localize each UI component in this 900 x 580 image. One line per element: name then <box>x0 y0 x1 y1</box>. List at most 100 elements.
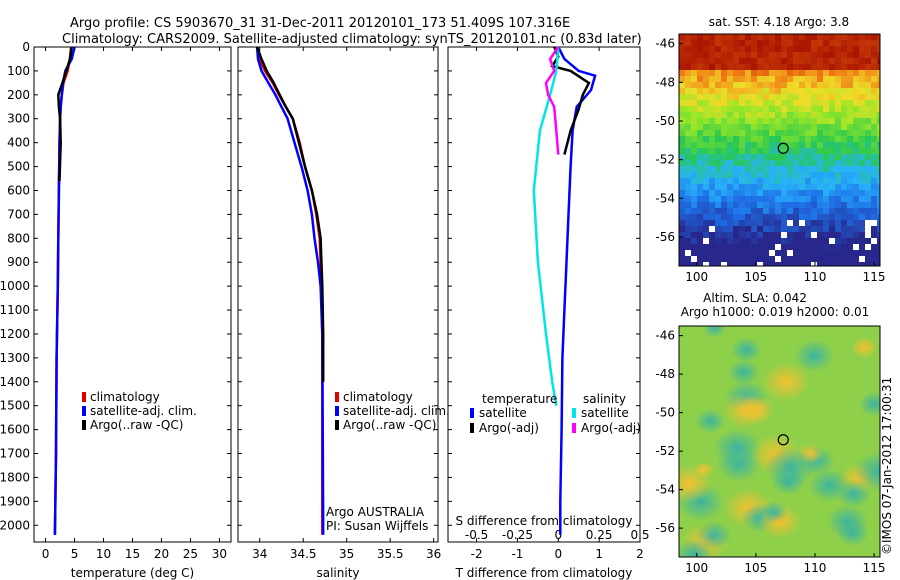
map-frame <box>678 33 881 267</box>
x-tick-label: 1 <box>595 547 603 561</box>
y-tick-label: 100 <box>7 64 30 78</box>
map-y-tick-label: -50 <box>655 114 675 128</box>
legend-label: Argo(-adj) <box>581 421 641 435</box>
profile-panel-salinity: 34 34.5 35 35.5 36 salinity climatologysatelli… <box>237 46 450 580</box>
legend-swatch <box>335 420 339 430</box>
x-tick-label: 25 <box>183 547 198 561</box>
map-x-tick-label: 115 <box>863 561 886 575</box>
x-tick-label: 35 <box>339 547 354 561</box>
sst-map-title: sat. SST: 4.18 Argo: 3.8 <box>709 15 849 29</box>
y-tick-label: 1000 <box>0 279 30 293</box>
series-difference-3 <box>544 46 560 155</box>
map-y-tick-label: -54 <box>655 483 675 497</box>
y-tick-label: 1800 <box>0 470 30 484</box>
y-tick-label: 1200 <box>0 327 30 341</box>
series-difference-2 <box>532 46 560 406</box>
series-salinity-1 <box>255 46 325 535</box>
panels-layer: 0100200300400500600700800900100011001200… <box>0 40 650 580</box>
sla-anomaly <box>858 391 880 417</box>
legend-label: Argo(-adj) <box>479 421 539 435</box>
x-tick-label: 0 <box>554 547 562 561</box>
sla-anomaly <box>730 337 762 363</box>
y-tick-label: 400 <box>7 136 30 150</box>
x-tick-label: 2 <box>636 547 644 561</box>
sla-anomaly <box>738 395 775 425</box>
x-tick-label: 34.5 <box>290 547 317 561</box>
sla-anomaly <box>727 359 760 385</box>
y-tick-label: 1700 <box>0 447 30 461</box>
map-x-tick-label: 105 <box>744 270 767 284</box>
map-y-tick-label: -52 <box>655 444 675 458</box>
legend-label: Argo(..raw -QC) <box>90 418 183 432</box>
map-sla-map: -46 -48 -50 -52 -54 -56 100 105 110 115 Altim. SLA… <box>655 291 886 575</box>
y-tick-label: 1900 <box>0 494 30 508</box>
legend-title: salinity <box>583 392 626 406</box>
sla-anomaly <box>679 538 714 557</box>
y-tick-label: 1600 <box>0 423 30 437</box>
y-tick-label: 0 <box>22 40 30 54</box>
map-y-tick-label: -48 <box>655 367 675 381</box>
map-field <box>679 34 880 266</box>
map-x-tick-label: 110 <box>804 561 827 575</box>
y-tick-label: 2000 <box>0 518 30 532</box>
x-tick-label: 34 <box>252 547 267 561</box>
x-tick-label: 36 <box>426 547 441 561</box>
x-tick-label: 35.5 <box>377 547 404 561</box>
annotation-float-origin: Argo AUSTRALIA <box>326 505 425 519</box>
x-axis-label: T difference from climatology <box>455 566 633 580</box>
sla-anomaly <box>794 339 835 372</box>
legend-swatch <box>82 392 86 402</box>
sla-anomaly <box>836 480 872 509</box>
map-x-tick-label: 100 <box>685 561 708 575</box>
map-x-tick-label: 105 <box>744 561 767 575</box>
x-tick-label: 10 <box>96 547 111 561</box>
y-tick-label: 200 <box>7 88 30 102</box>
y-tick-label: 800 <box>7 231 30 245</box>
s-axis-label: S difference from climatology <box>456 514 633 528</box>
map-frame <box>678 325 881 558</box>
s-tick-label: 0.25 <box>586 528 613 542</box>
x-tick-label: 20 <box>154 547 169 561</box>
map-y-tick-label: -52 <box>655 153 675 167</box>
sla-anomaly <box>713 428 761 467</box>
s-tick-label: 0 <box>554 528 562 542</box>
sla-anomaly <box>694 408 726 434</box>
map-sst-map: -46 -48 -50 -52 -54 -56 100 105 110 115 sat. SST: … <box>655 15 885 284</box>
legend-label: satellite-adj. clim. <box>90 404 197 418</box>
legend-swatch <box>572 408 576 418</box>
x-tick-label: -2 <box>471 547 483 561</box>
series-salinity-2 <box>255 46 325 382</box>
legend-label: Argo(..raw -QC) <box>343 418 436 432</box>
map-x-tick-label: 100 <box>685 270 708 284</box>
map-x-tick-label: 110 <box>804 270 827 284</box>
legend-swatch <box>82 420 86 430</box>
map-y-tick-label: -46 <box>655 329 675 343</box>
sla-map-subtitle: Argo h1000: 0.019 h2000: 0.01 <box>681 305 870 319</box>
legend-label: climatology <box>343 390 413 404</box>
profile-panel-temperature: 0100200300400500600700800900100011001200… <box>0 40 232 580</box>
plot-frame <box>237 46 439 543</box>
sla-anomaly <box>679 465 713 503</box>
profile-panel-difference: -2 -1 0 1 2T difference from climatology -0.5… <box>447 46 650 580</box>
y-tick-label: 1500 <box>0 399 30 413</box>
y-tick-label: 1400 <box>0 375 30 389</box>
copyright-credit: ©IMOS 07-Jan-2012 17:00:31 <box>880 376 894 555</box>
maps-layer: -46 -48 -50 -52 -54 -56 100 105 110 115 sat. SST: … <box>655 15 886 575</box>
x-tick-label: 5 <box>71 547 79 561</box>
sla-anomaly <box>853 451 880 492</box>
legend-label: satellite-adj. clim. <box>343 404 450 418</box>
y-tick-label: 900 <box>7 255 30 269</box>
map-y-tick-label: -48 <box>655 75 675 89</box>
sla-anomaly <box>765 447 816 488</box>
sla-anomaly <box>761 362 811 402</box>
s-tick-label: -0.25 <box>502 528 533 542</box>
map-y-tick-label: -56 <box>655 521 675 535</box>
y-tick-label: 1100 <box>0 303 30 317</box>
x-tick-label: -1 <box>511 547 523 561</box>
plot-frame <box>447 46 641 543</box>
argo-location-marker <box>777 434 789 446</box>
legend-label: satellite <box>581 406 629 420</box>
sla-anomaly <box>850 336 878 359</box>
